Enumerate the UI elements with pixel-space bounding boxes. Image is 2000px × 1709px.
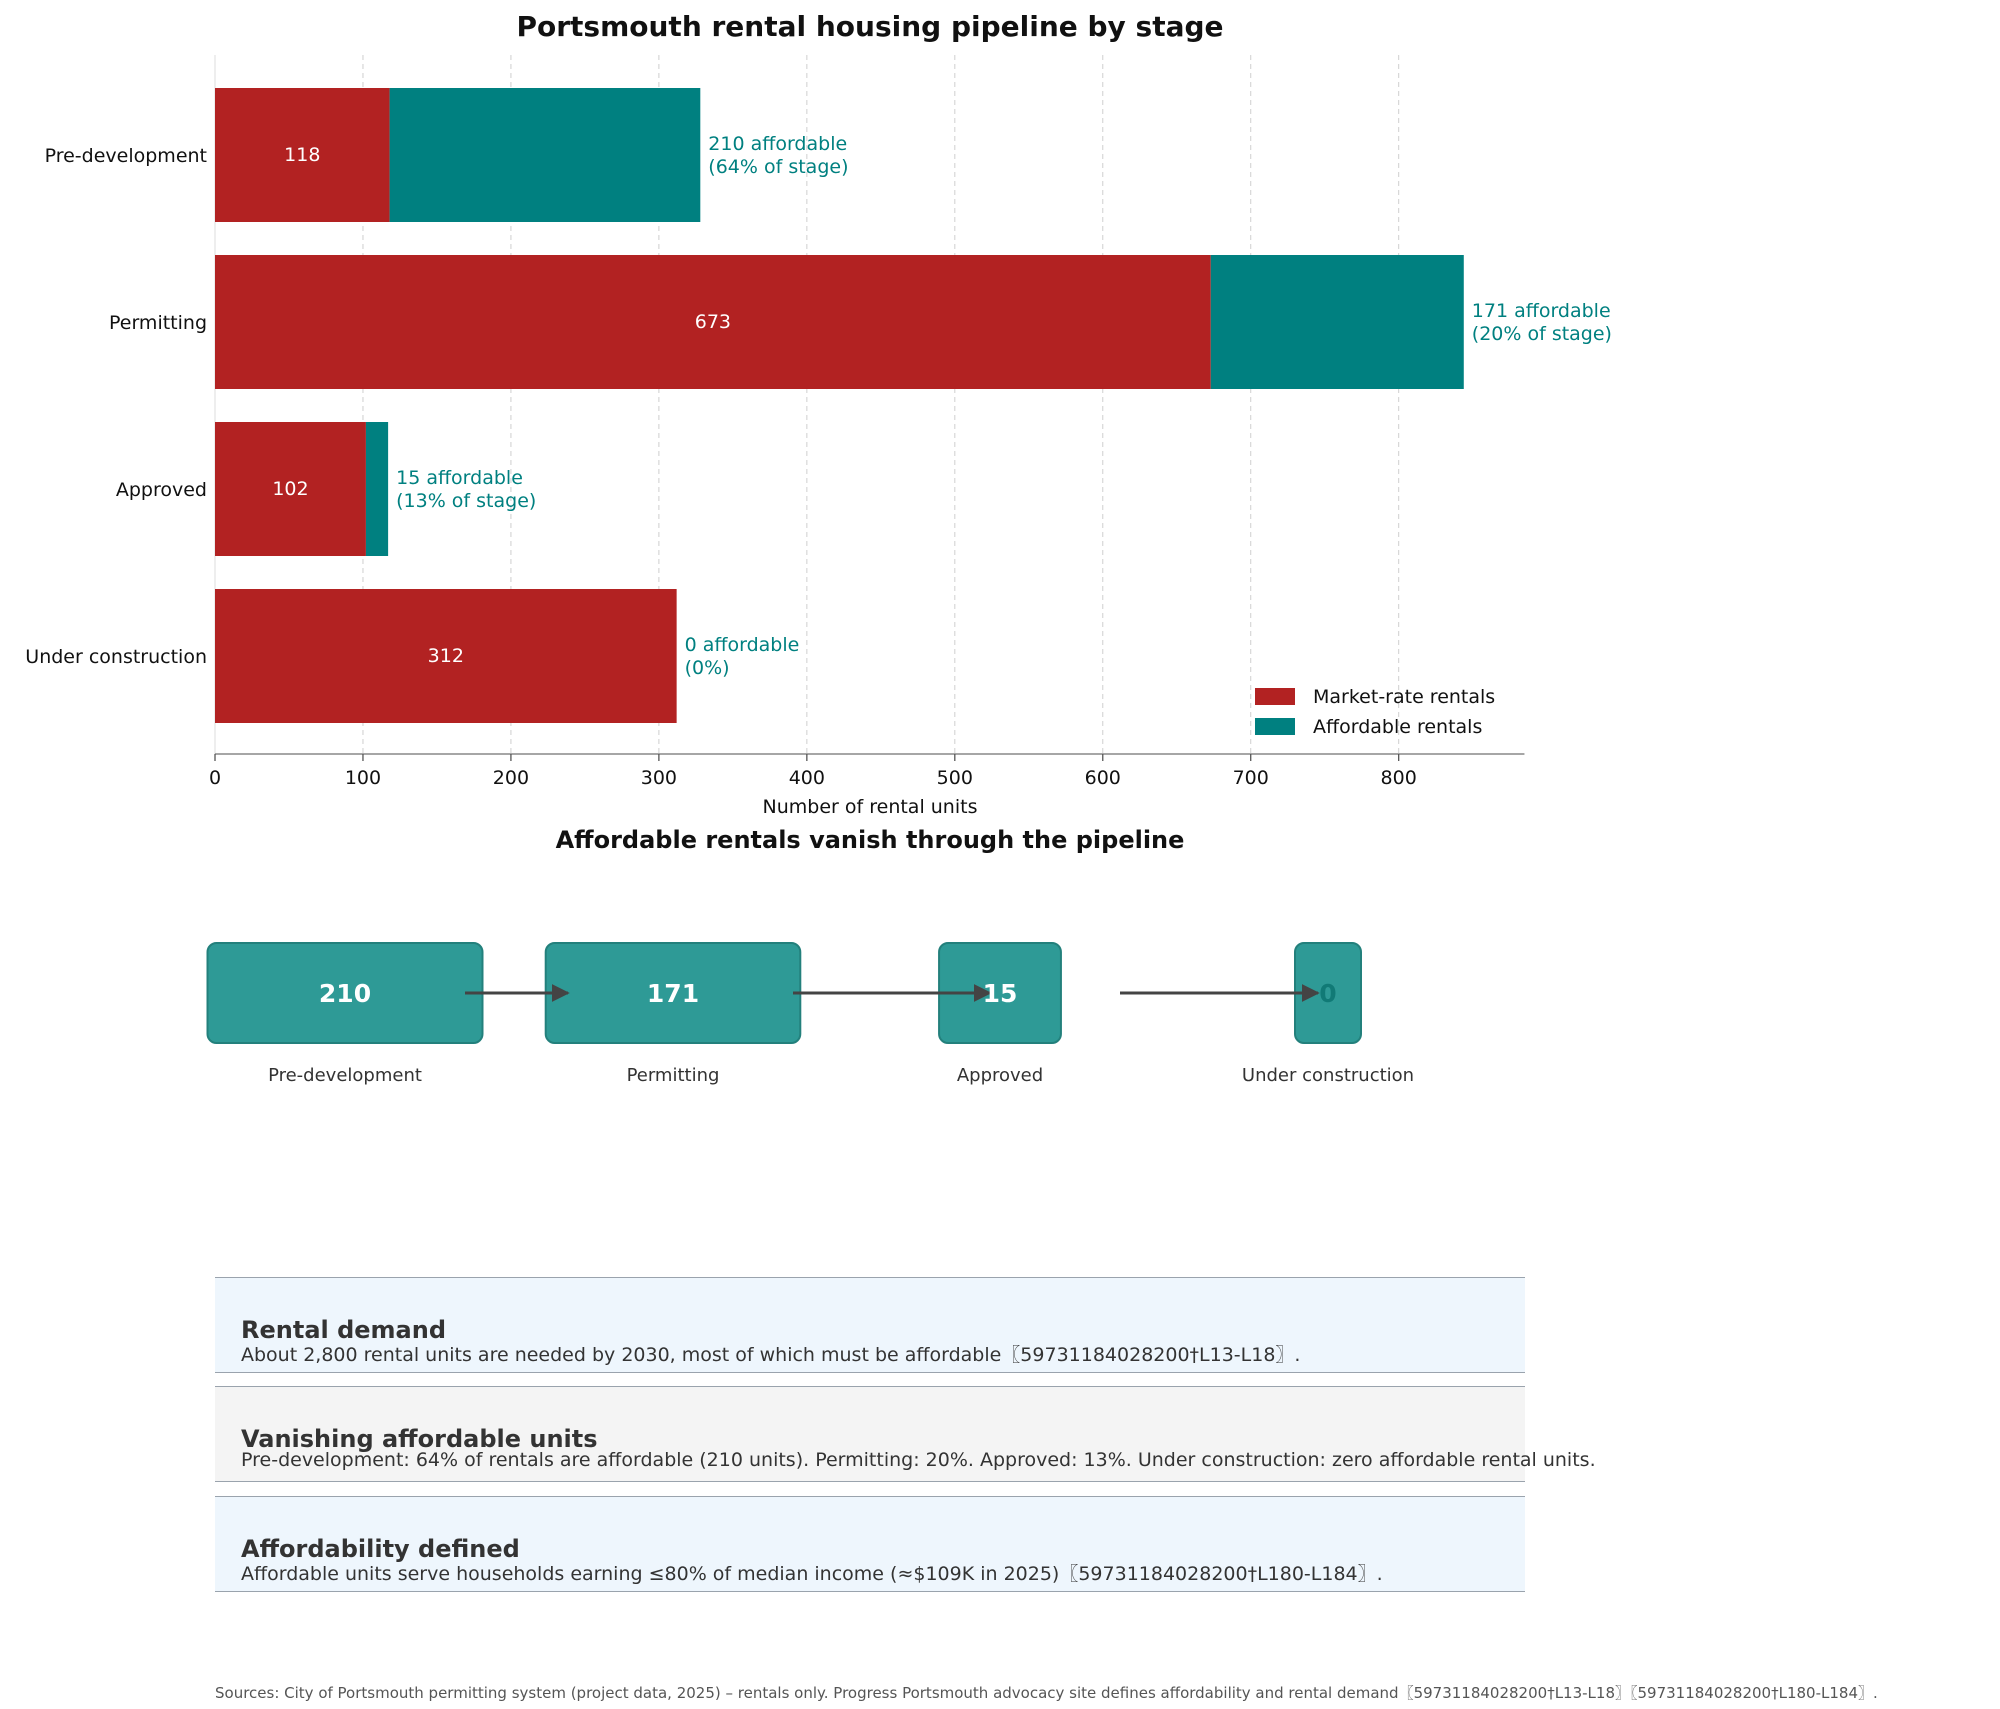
bar-market-rate: [215, 255, 1211, 389]
bar-data-label: 118: [284, 144, 320, 166]
affordable-annotation: 171 affordable: [1472, 300, 1611, 322]
y-tick-label: Permitting: [109, 312, 207, 334]
flow-stage-label: Pre-development: [268, 1065, 422, 1086]
x-tick-label: 500: [937, 767, 973, 789]
affordable-annotation-share: (64% of stage): [708, 156, 848, 178]
legend-swatch-affordable: [1255, 718, 1295, 735]
flow-title: Affordable rentals vanish through the pi…: [556, 826, 1185, 854]
chart-title: Portsmouth rental housing pipeline by st…: [516, 10, 1223, 43]
x-tick-label: 100: [345, 767, 381, 789]
x-tick-label: 600: [1085, 767, 1121, 789]
affordable-annotation-share: (13% of stage): [396, 490, 536, 512]
chart-legend: Market-rate rentals Affordable rentals: [1255, 686, 1495, 738]
y-tick-label: Pre-development: [45, 145, 207, 167]
flow-stage-value: 15: [983, 979, 1018, 1008]
card-title: Affordability defined: [241, 1535, 520, 1563]
bar-affordable: [389, 88, 701, 222]
flow-stage-value: 210: [319, 979, 371, 1008]
x-tick-label: 0: [209, 767, 221, 789]
legend-label-affordable: Affordable rentals: [1313, 716, 1482, 738]
card-text: Affordable units serve households earnin…: [241, 1563, 1383, 1585]
card-text: Pre-development: 64% of rentals are affo…: [241, 1449, 1596, 1471]
affordable-annotation: 15 affordable: [396, 467, 523, 489]
y-tick-label: Approved: [116, 479, 207, 501]
affordable-annotation-share: (0%): [685, 657, 730, 679]
legend-swatch-market: [1255, 688, 1295, 705]
flow-stage-value: 0: [1319, 979, 1336, 1008]
flow-stage-label: Approved: [957, 1065, 1043, 1086]
bar-data-label: 312: [428, 645, 464, 667]
card-title: Vanishing affordable units: [241, 1425, 598, 1453]
affordable-annotation: 0 affordable: [685, 634, 800, 656]
card-rental-demand: Rental demand About 2,800 rental units a…: [215, 1277, 1525, 1373]
x-tick-label: 200: [493, 767, 529, 789]
y-tick-label: Under construction: [25, 646, 207, 668]
bar-market-rate: [215, 422, 366, 556]
bar-affordable: [1210, 255, 1464, 389]
bar-affordable: [365, 422, 389, 556]
affordable-annotation: 210 affordable: [708, 133, 847, 155]
x-axis-label: Number of rental units: [763, 796, 978, 818]
card-title: Rental demand: [241, 1316, 447, 1344]
affordable-annotation-share: (20% of stage): [1472, 323, 1612, 345]
flow-stage-label: Permitting: [627, 1065, 720, 1086]
card-affordability-defined: Affordability defined Affordable units s…: [215, 1496, 1525, 1592]
bar-data-label: 673: [695, 311, 731, 333]
card-vanishing-affordable: Vanishing affordable units Pre-developme…: [215, 1386, 1596, 1482]
flow-stage-label: Under construction: [1242, 1065, 1414, 1086]
legend-label-market: Market-rate rentals: [1313, 686, 1495, 708]
bar-data-label: 102: [272, 478, 308, 500]
sources-footnote: Sources: City of Portsmouth permitting s…: [215, 1684, 1878, 1702]
affordable-flow-diagram: 210 Pre-development 171 Permitting 15 Approve…: [206, 942, 1414, 1086]
x-tick-label: 400: [789, 767, 825, 789]
flow-stage-value: 171: [647, 979, 699, 1008]
bar-market-rate: [215, 589, 677, 723]
x-tick-label: 800: [1381, 767, 1417, 789]
x-tick-label: 700: [1233, 767, 1269, 789]
card-text: About 2,800 rental units are needed by 2…: [241, 1344, 1301, 1366]
stacked-bar-chart: 0 100 200 300 400 500 600 700 800 Pre-development…: [25, 55, 1612, 789]
x-tick-label: 300: [641, 767, 677, 789]
bar-market-rate: [215, 88, 390, 222]
